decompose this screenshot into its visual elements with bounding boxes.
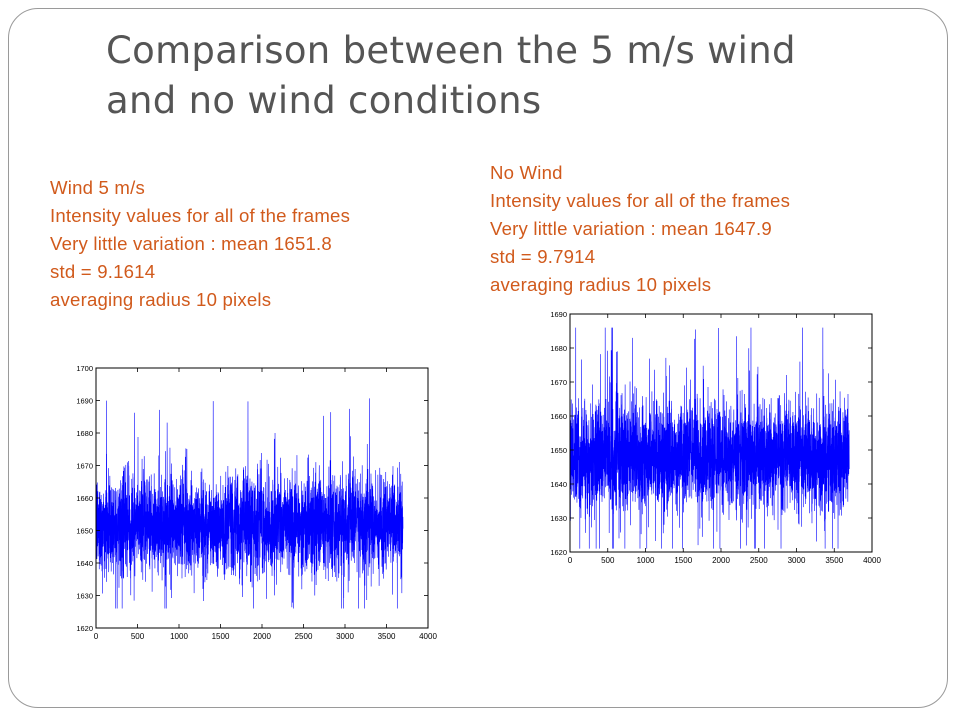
wind-x-tick-label: 0 <box>94 632 99 641</box>
wind-x-tick-label: 500 <box>131 632 145 641</box>
wind-x-tick-label: 3000 <box>336 632 354 641</box>
no-wind-y-tick-label: 1670 <box>550 378 567 387</box>
slide-title-line-1: Comparison between the 5 m/s wind <box>106 29 796 72</box>
wind-x-tick-label: 1500 <box>212 632 230 641</box>
wind-x-tick-label: 2000 <box>253 632 271 641</box>
wind-y-tick-label: 1620 <box>76 624 93 633</box>
wind-line-3: std = 9.1614 <box>50 261 156 282</box>
no-wind-line-2: Very little variation : mean 1647.9 <box>490 218 772 239</box>
wind-y-tick-label: 1680 <box>76 429 93 438</box>
no-wind-x-tick-label: 2500 <box>750 556 768 565</box>
slide-title-line-2: and no wind conditions <box>106 79 542 122</box>
no-wind-x-tick-label: 3500 <box>825 556 843 565</box>
no-wind-intensity-chart-svg: 0 500 1000 1500 2000 2500 3000 3500 4000 1620 1630… <box>550 310 881 565</box>
no-wind-x-tick-label: 4000 <box>863 556 881 565</box>
wind-y-tick-label: 1630 <box>76 592 93 601</box>
no-wind-description: No Wind Intensity values for all of the … <box>490 159 790 299</box>
slide-title: Comparison between the 5 m/s wind and no… <box>106 26 906 126</box>
wind-x-tick-label: 1000 <box>170 632 188 641</box>
wind-y-tick-label: 1700 <box>76 364 93 373</box>
wind-line-1: Intensity values for all of the frames <box>50 205 351 226</box>
no-wind-x-tick-label: 2000 <box>712 556 730 565</box>
wind-x-tick-label: 4000 <box>419 632 437 641</box>
no-wind-x-tick-label: 500 <box>601 556 615 565</box>
no-wind-x-tick-label: 1000 <box>637 556 655 565</box>
no-wind-heading: No Wind <box>490 162 563 183</box>
no-wind-y-tick-label: 1620 <box>550 548 567 557</box>
wind-intensity-chart: 0 500 1000 1500 2000 2500 3000 3500 4000 1620 1630… <box>60 362 440 649</box>
no-wind-line-4: averaging radius 10 pixels <box>490 274 712 295</box>
wind-y-tick-label: 1640 <box>76 559 93 568</box>
wind-line-2: Very little variation : mean 1651.8 <box>50 233 332 254</box>
wind-line-4: averaging radius 10 pixels <box>50 289 272 310</box>
wind-x-tick-label: 2500 <box>295 632 313 641</box>
wind-y-tick-label: 1670 <box>76 462 93 471</box>
wind-heading: Wind 5 m/s <box>50 177 145 198</box>
no-wind-line-3: std = 9.7914 <box>490 246 596 267</box>
no-wind-x-tick-label: 0 <box>568 556 573 565</box>
no-wind-intensity-chart: 0 500 1000 1500 2000 2500 3000 3500 4000 1620 1630… <box>536 308 886 575</box>
wind-x-tick-label: 3500 <box>378 632 396 641</box>
no-wind-x-tick-label: 1500 <box>674 556 692 565</box>
no-wind-y-tick-label: 1650 <box>550 446 567 455</box>
no-wind-y-tick-label: 1630 <box>550 514 567 523</box>
wind-y-tick-label: 1660 <box>76 494 93 503</box>
no-wind-line-1: Intensity values for all of the frames <box>490 190 791 211</box>
no-wind-series-line <box>569 327 850 549</box>
no-wind-y-tick-label: 1690 <box>550 310 567 319</box>
wind-description: Wind 5 m/s Intensity values for all of t… <box>50 174 350 314</box>
wind-y-tick-label: 1690 <box>76 397 93 406</box>
wind-y-tick-label: 1650 <box>76 527 93 536</box>
no-wind-x-tick-label: 3000 <box>788 556 806 565</box>
no-wind-y-tick-label: 1680 <box>550 344 567 353</box>
wind-series-line <box>95 398 404 609</box>
no-wind-y-tick-label: 1660 <box>550 412 567 421</box>
wind-intensity-chart-svg: 0 500 1000 1500 2000 2500 3000 3500 4000 1620 1630… <box>76 364 437 641</box>
no-wind-y-tick-label: 1640 <box>550 480 567 489</box>
